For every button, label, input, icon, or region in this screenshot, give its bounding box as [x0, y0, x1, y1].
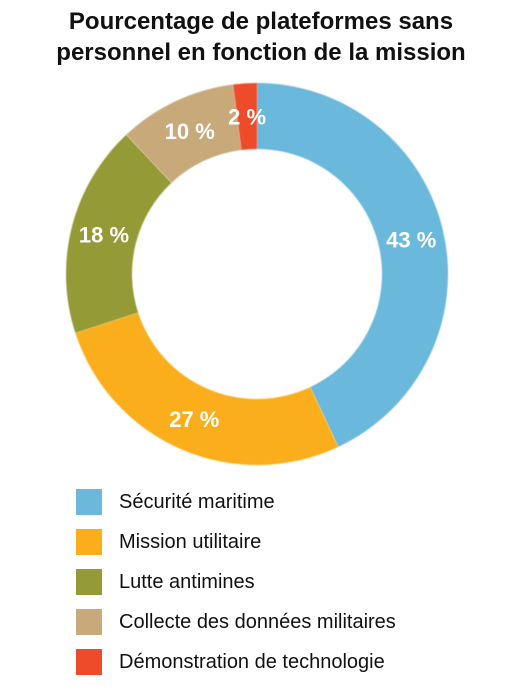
legend-item-collecte-donnees: Collecte des données militaires [76, 602, 396, 642]
chart-title-line-2: personnel en fonction de la mission [56, 39, 466, 66]
data-label-mission-utilitaire: 27 % [169, 407, 219, 432]
data-label-collecte-des-donnees-militaires: 10 % [165, 119, 215, 144]
legend-item-lutte-antimines: Lutte antimines [76, 562, 396, 602]
legend-item-demonstration-technologie: Démonstration de technologie [76, 642, 396, 682]
legend-swatch-mission-utilitaire [76, 529, 102, 555]
legend-label-demonstration-technologie: Démonstration de technologie [119, 650, 385, 673]
legend-item-mission-utilitaire: Mission utilitaire [76, 522, 396, 562]
legend-label-mission-utilitaire: Mission utilitaire [119, 530, 262, 553]
donut-labels: 43 % 27 % 18 % 10 % 2 % [79, 104, 436, 432]
donut-slice-mission-utilitaire [75, 312, 339, 465]
donut-slice-demonstration-de-technologie [233, 83, 257, 150]
legend-swatch-lutte-antimines [76, 569, 102, 595]
chart-title-line-1: Pourcentage de plateformes sans [68, 8, 454, 35]
donut-slice-lutte-antimines [66, 134, 172, 334]
legend-label-securite-maritime: Sécurité maritime [119, 490, 275, 513]
donut-slice-collecte-des-donnees-militaires [126, 84, 242, 183]
legend-swatch-securite-maritime [76, 489, 102, 515]
legend-swatch-demonstration-technologie [76, 649, 102, 675]
legend-item-securite-maritime: Sécurité maritime [76, 482, 396, 522]
legend-label-lutte-antimines: Lutte antimines [119, 570, 255, 593]
data-label-securite-maritime: 43 % [386, 228, 436, 253]
donut-slice-securite-maritime [257, 83, 448, 447]
legend: Sécurité maritime Mission utilitaire Lut… [76, 482, 396, 682]
chart-title: Pourcentage de plateformes sans personne… [0, 6, 522, 68]
donut-slices [66, 83, 448, 465]
legend-swatch-collecte-donnees [76, 609, 102, 635]
data-label-lutte-antimines: 18 % [79, 223, 129, 248]
data-label-demonstration-de-technologie: 2 % [228, 104, 266, 129]
legend-label-collecte-donnees: Collecte des données militaires [119, 610, 396, 633]
